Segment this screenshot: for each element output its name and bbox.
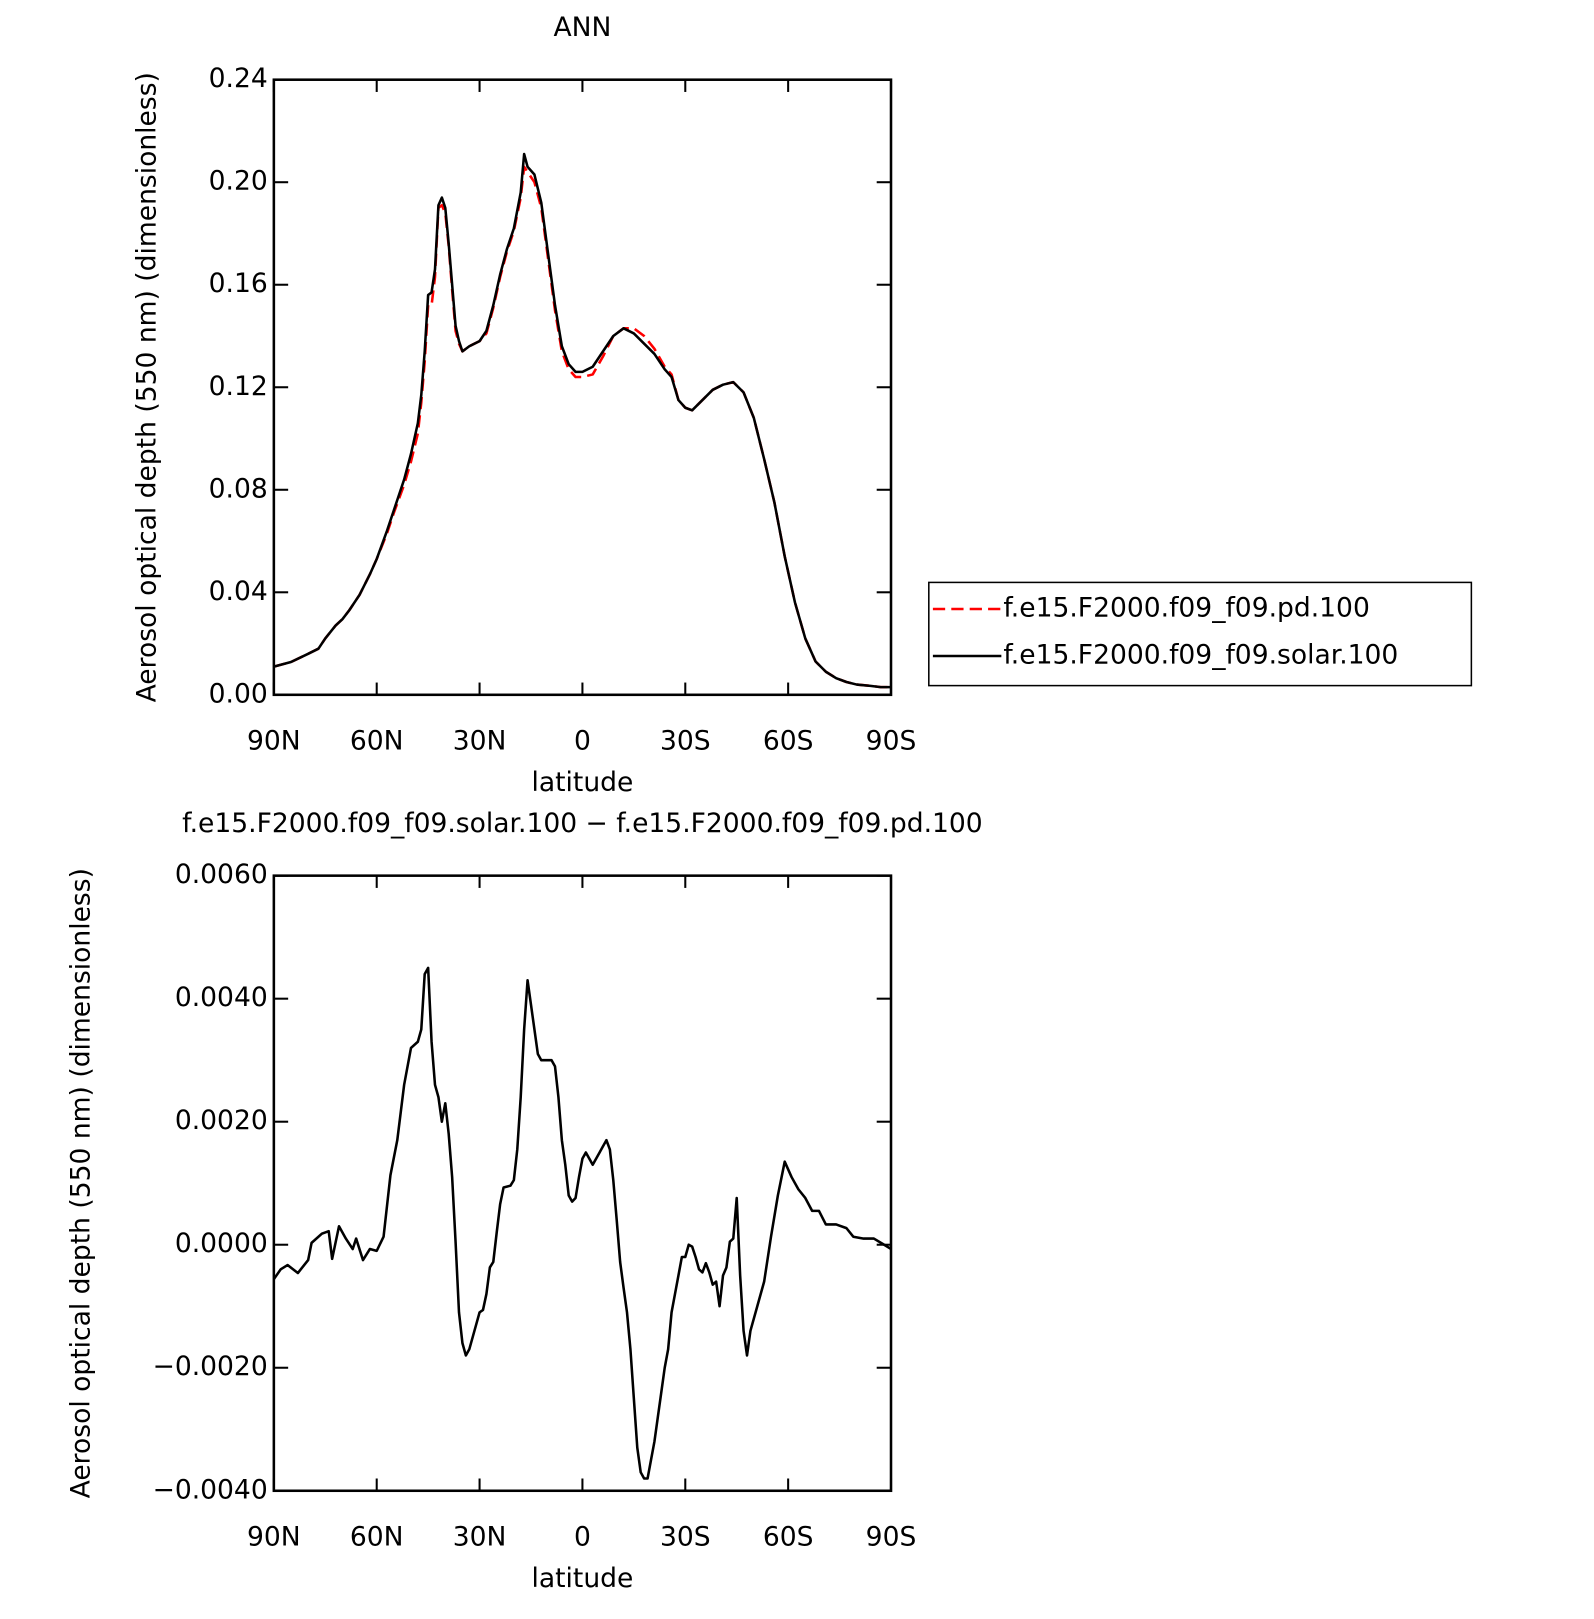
y-tick-label: 0.16 bbox=[209, 268, 268, 299]
x-tick-label: 90S bbox=[866, 1521, 917, 1552]
x-tick-label: 30N bbox=[453, 1521, 507, 1552]
y-tick-label: 0.0020 bbox=[175, 1105, 268, 1136]
x-tick-label: 60S bbox=[763, 1521, 814, 1552]
x-tick-label: 30N bbox=[453, 725, 507, 756]
y-tick-label: 0.08 bbox=[209, 473, 268, 504]
x-tick-label: 90S bbox=[866, 725, 917, 756]
y-tick-label: 0.00 bbox=[209, 678, 268, 709]
x-tick-label: 60S bbox=[763, 725, 814, 756]
plot-frame bbox=[272, 78, 893, 697]
y-tick-label: −0.0020 bbox=[153, 1351, 268, 1382]
x-tick-label: 0 bbox=[574, 1521, 591, 1552]
y-tick-label: 0.0000 bbox=[175, 1228, 268, 1259]
legend-label: f.e15.F2000.f09_f09.pd.100 bbox=[1003, 592, 1369, 623]
y-tick-label: 0.12 bbox=[209, 371, 268, 402]
x-tick-label: 30S bbox=[660, 725, 711, 756]
x-tick-label: 90N bbox=[247, 725, 301, 756]
x-tick-label: 0 bbox=[574, 725, 591, 756]
plot-frame bbox=[272, 874, 893, 1493]
x-axis-label: latitude bbox=[531, 1563, 633, 1594]
x-tick-label: 60N bbox=[350, 725, 404, 756]
legend-label: f.e15.F2000.f09_f09.solar.100 bbox=[1003, 639, 1398, 670]
chart-title: ANN bbox=[553, 12, 611, 43]
chart-title: f.e15.F2000.f09_f09.solar.100 − f.e15.F2… bbox=[182, 808, 982, 839]
x-tick-label: 60N bbox=[350, 1521, 404, 1552]
y-axis-label: Aerosol optical depth (550 nm) (dimensio… bbox=[132, 72, 163, 702]
y-tick-label: 0.04 bbox=[209, 576, 268, 607]
y-axis-label: Aerosol optical depth (550 nm) (dimensio… bbox=[65, 868, 96, 1498]
x-axis-label: latitude bbox=[531, 767, 633, 798]
data-line bbox=[272, 966, 892, 1480]
y-tick-label: 0.24 bbox=[209, 63, 268, 94]
y-tick-label: 0.0040 bbox=[175, 982, 268, 1013]
x-tick-label: 30S bbox=[660, 1521, 711, 1552]
data-line bbox=[273, 165, 892, 689]
x-tick-label: 90N bbox=[247, 1521, 301, 1552]
y-tick-label: 0.0060 bbox=[175, 859, 268, 890]
y-tick-label: −0.0040 bbox=[153, 1474, 268, 1505]
legend-box bbox=[928, 581, 1473, 687]
data-line bbox=[273, 152, 892, 689]
y-tick-label: 0.20 bbox=[209, 166, 268, 197]
